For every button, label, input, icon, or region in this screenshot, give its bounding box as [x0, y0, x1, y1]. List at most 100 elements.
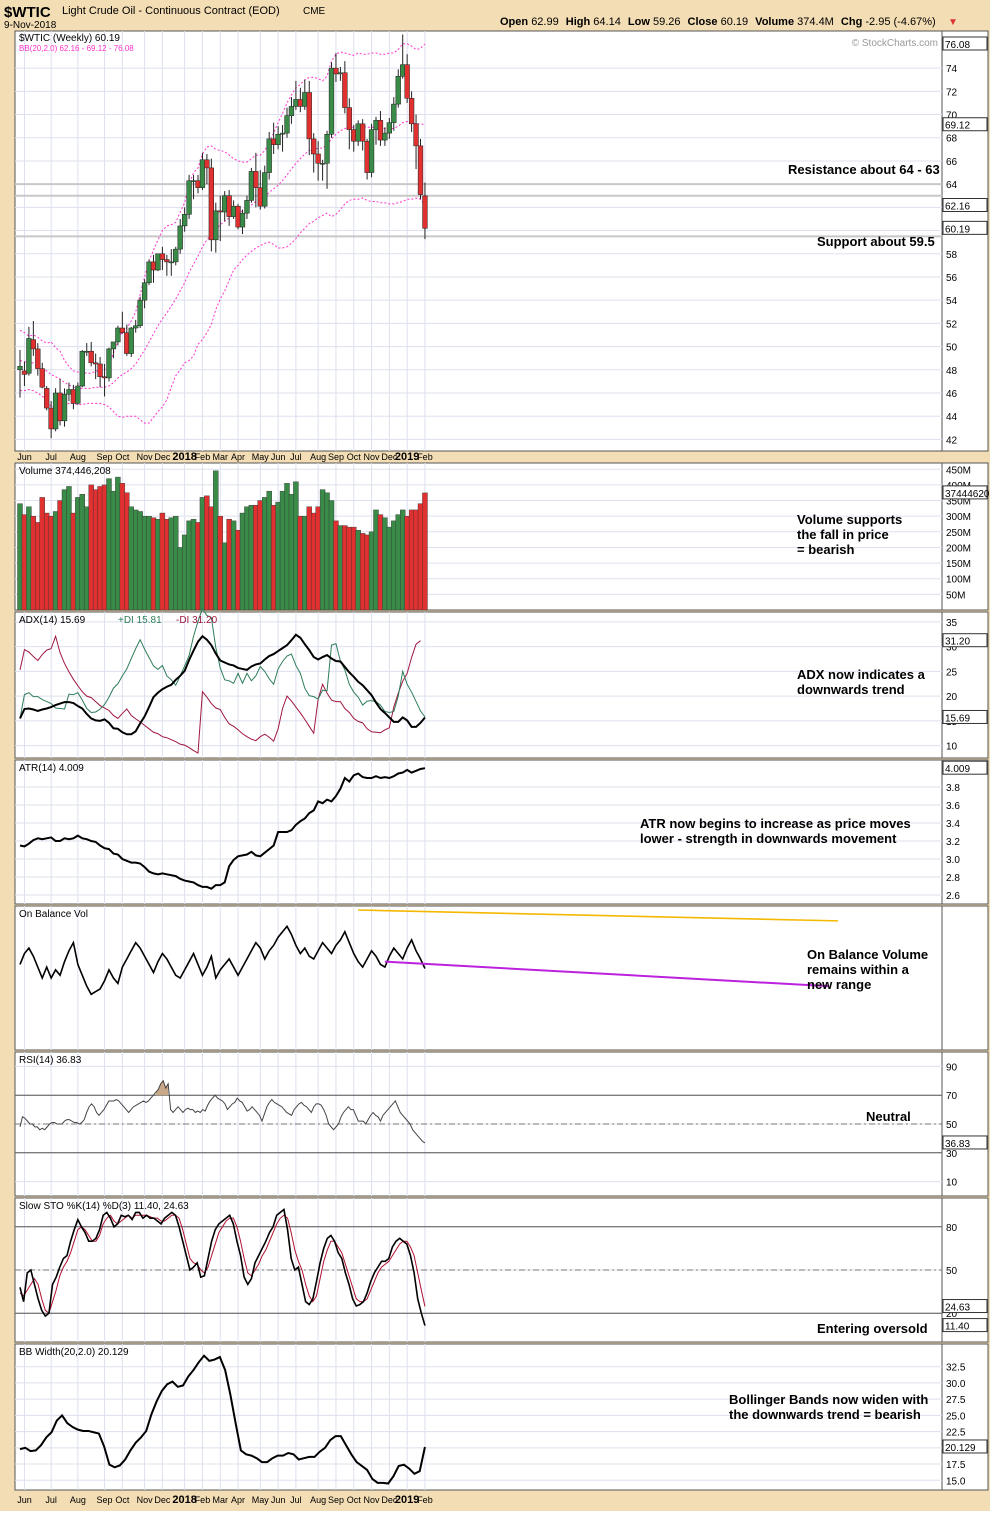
candle-body — [35, 348, 41, 369]
candle-body — [360, 123, 366, 142]
volume-annotation: = bearish — [797, 542, 855, 557]
y-tick-label: 350M — [946, 497, 971, 508]
obv-annotation: remains within a — [807, 962, 910, 977]
volume-bar — [159, 512, 166, 611]
instrument-name: Light Crude Oil - Continuous Contract (E… — [62, 5, 280, 17]
y-tick-label: 70 — [946, 111, 958, 122]
sto-annotation: Entering oversold — [817, 1321, 928, 1336]
x-axis-label-bottom: May — [252, 1495, 270, 1505]
rsi-last-label-box — [942, 1135, 988, 1150]
y-tick-label: 52 — [946, 319, 958, 330]
volume-bar — [315, 506, 321, 611]
candle-body — [177, 225, 183, 250]
volume-bar — [204, 495, 210, 611]
obv-panel-title: On Balance Vol — [19, 909, 88, 920]
y-tick-label: 3.8 — [946, 783, 960, 794]
chart-date: 9-Nov-2018 — [4, 20, 57, 31]
candle-body — [137, 299, 143, 326]
candle-body — [244, 200, 250, 214]
y-tick-label: 70 — [946, 1091, 958, 1102]
candle-body — [342, 72, 348, 108]
x-axis-label: Sep — [328, 452, 344, 462]
x-axis-label-bottom: Jun — [271, 1495, 286, 1505]
obv-annotation: On Balance Volume — [807, 947, 928, 962]
volume-bar — [302, 515, 308, 611]
volume-bar — [119, 483, 126, 611]
candle-body — [97, 363, 103, 377]
y-tick-label: 54 — [946, 296, 958, 307]
volume-bar — [39, 497, 45, 611]
rsi-overbought-fill — [155, 1080, 169, 1096]
adx-annotation: ADX now indicates a — [797, 667, 926, 682]
y-tick-label: 15.0 — [946, 1476, 966, 1487]
volume-bar — [110, 490, 117, 611]
bbwidth-annotation: Bollinger Bands now widen with — [729, 1392, 928, 1407]
volume-bar — [257, 500, 263, 611]
candle-body — [271, 138, 277, 145]
candle-body — [217, 210, 223, 213]
candle-body — [75, 385, 81, 404]
volume-bar — [284, 483, 290, 611]
candle-body — [235, 205, 241, 228]
adx-minus-di-legend: -DI 31.20 — [176, 615, 218, 626]
candle-body — [391, 103, 397, 123]
bbwidth-line — [19, 1354, 426, 1485]
candle-body — [346, 107, 352, 130]
candle-body — [199, 159, 206, 188]
candle-body — [133, 325, 139, 329]
price-last-label-box — [942, 117, 988, 132]
y-tick-label: 50M — [946, 590, 965, 601]
rsi-panel-title: RSI(14) 36.83 — [19, 1055, 82, 1066]
candle-body — [386, 122, 393, 134]
x-axis-label: 2019 — [395, 451, 419, 463]
y-tick-label: 2.6 — [946, 891, 960, 902]
volume-last-label: 374446208 — [945, 489, 990, 500]
candle-body — [164, 259, 170, 263]
candle-body — [275, 134, 281, 145]
x-axis-label: Mar — [213, 452, 229, 462]
sto-last-label: 11.40 — [945, 1322, 970, 1333]
y-tick-label: 42 — [946, 435, 958, 446]
candle-body — [373, 120, 379, 130]
x-axis-label-bottom: Apr — [231, 1495, 245, 1505]
volume-bar — [395, 514, 401, 611]
rsi-panel: 10 30 50 70 90 RSI(14) 36.83 36.83 Neutral — [14, 1051, 989, 1197]
y-tick-label: 58 — [946, 250, 958, 261]
candle-body — [284, 115, 290, 134]
bbwidth-annotation: the downwards trend = bearish — [729, 1407, 921, 1422]
price-panel-title: $WTIC (Weekly) 60.19 — [19, 33, 120, 44]
candle-body — [230, 205, 237, 217]
sto-last-label: 24.63 — [945, 1303, 970, 1314]
y-tick-label: 46 — [946, 389, 958, 400]
x-axis-label-bottom: Mar — [213, 1495, 229, 1505]
y-tick-label: 30.0 — [946, 1379, 966, 1390]
bb-legend: BB(20,2.0) 62.16 - 69.12 - 76.08 — [19, 44, 134, 53]
candle-body — [39, 368, 45, 388]
y-tick-label: 56 — [946, 273, 958, 284]
volume-bar — [279, 490, 286, 611]
candle-body — [239, 212, 246, 228]
candle-body — [408, 98, 415, 125]
x-axis-label-bottom: Sep — [97, 1495, 113, 1505]
candle-body — [88, 350, 94, 364]
x-axis-label-bottom: Feb — [417, 1495, 433, 1505]
candle-body — [306, 92, 312, 140]
y-tick-label: 150M — [946, 559, 971, 570]
obv-plot-area — [14, 905, 943, 1051]
watermark: © StockCharts.com — [852, 38, 938, 49]
volume-bar — [293, 481, 299, 611]
candle-body — [377, 120, 384, 141]
candle-body — [70, 389, 77, 404]
volume-annotation: Volume supports — [797, 512, 902, 527]
y-tick-label: 3.6 — [946, 801, 960, 812]
candle-body — [413, 123, 419, 147]
candle-body — [333, 67, 339, 75]
bbwidth-panel-title: BB Width(20,2.0) 20.129 — [19, 1347, 129, 1358]
y-tick-label: 25 — [946, 667, 958, 678]
volume-bar — [373, 509, 379, 611]
volume-bar — [88, 484, 94, 611]
ohlc-readout: Open 62.99 High 64.14 Low 59.26 Close 60… — [500, 16, 936, 28]
candle-body — [337, 72, 344, 75]
candle-body — [328, 67, 335, 135]
support-annotation: Support about 59.5 — [817, 234, 935, 249]
